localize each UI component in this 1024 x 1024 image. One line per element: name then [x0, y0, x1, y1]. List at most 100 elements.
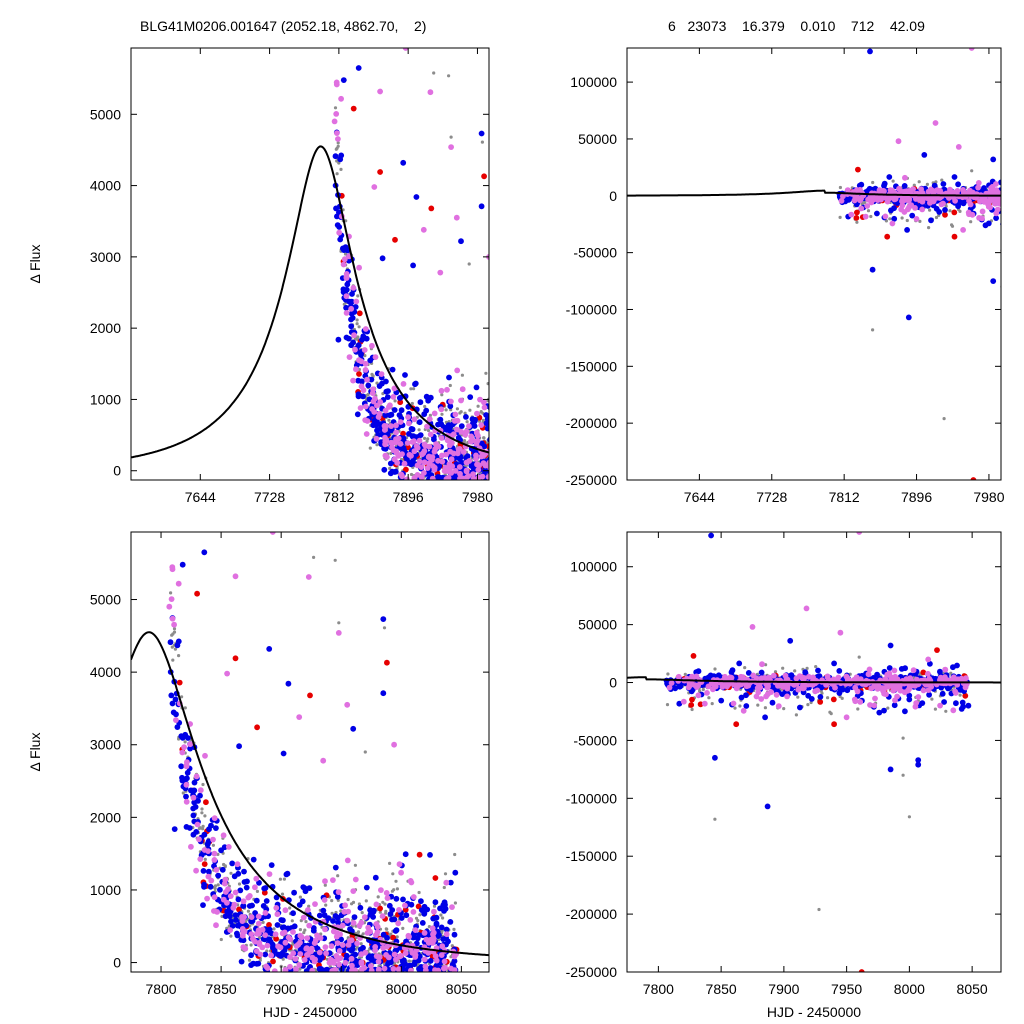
data-point: [851, 197, 858, 204]
data-point: [428, 205, 435, 212]
data-point: [404, 476, 410, 480]
data-point: [400, 159, 407, 166]
data-point: [213, 884, 218, 888]
data-point: [998, 179, 1001, 186]
data-point: [884, 233, 891, 240]
data-point: [858, 181, 865, 188]
data-point: [222, 913, 229, 920]
data-point: [452, 411, 459, 418]
data-point: [239, 932, 246, 939]
data-point: [412, 387, 416, 391]
data-point: [240, 898, 247, 905]
data-point: [200, 868, 207, 874]
data-point: [407, 878, 414, 884]
data-point: [391, 916, 398, 923]
data-point: [323, 950, 329, 957]
data-point: [336, 141, 340, 145]
data-point: [411, 961, 418, 968]
data-point: [237, 882, 242, 886]
data-point: [960, 227, 966, 233]
data-point: [836, 668, 843, 674]
data-point: [323, 883, 327, 887]
data-point: [454, 426, 460, 433]
data-point: [335, 630, 342, 636]
data-point: [423, 404, 427, 409]
data-point: [337, 621, 341, 625]
data-point: [925, 188, 932, 195]
data-point: [354, 411, 361, 418]
data-point: [1001, 193, 1007, 199]
data-point: [179, 561, 186, 568]
data-point: [377, 905, 383, 912]
data-point: [255, 913, 262, 920]
data-point: [168, 692, 175, 699]
data-point: [388, 439, 394, 446]
plot-area: [627, 532, 1001, 972]
data-point: [463, 414, 469, 420]
data-point: [234, 861, 241, 868]
data-point: [372, 354, 379, 360]
data-point: [979, 215, 985, 222]
data-point: [171, 621, 178, 628]
data-point: [365, 954, 372, 961]
data-point: [316, 949, 323, 956]
data-point: [355, 318, 359, 322]
data-point: [183, 762, 190, 769]
data-point: [297, 951, 304, 957]
data-point: [309, 967, 316, 972]
data-point: [864, 203, 871, 209]
data-point: [458, 238, 464, 245]
data-point: [449, 463, 456, 470]
data-point: [393, 895, 400, 902]
data-point: [183, 781, 190, 788]
data-point: [853, 215, 860, 221]
data-point: [489, 416, 495, 422]
data-point: [219, 866, 226, 873]
data-point: [419, 920, 426, 926]
data-point: [805, 666, 809, 671]
data-point: [220, 832, 227, 839]
data-point: [391, 407, 398, 413]
data-point: [368, 967, 375, 972]
data-point: [317, 935, 324, 941]
data-point: [906, 696, 913, 703]
data-point: [481, 173, 487, 180]
data-point: [241, 868, 247, 875]
data-point: [467, 394, 474, 400]
data-point: [867, 48, 873, 55]
data-point: [438, 924, 445, 931]
data-point: [194, 590, 201, 597]
data-point: [393, 429, 399, 436]
data-point: [689, 696, 695, 703]
data-point: [275, 943, 281, 950]
data-point: [443, 931, 450, 938]
data-point: [417, 428, 421, 432]
data-point: [201, 831, 208, 838]
data-point: [334, 130, 340, 137]
data-point: [886, 665, 893, 671]
data-point: [270, 958, 276, 965]
data-point: [275, 951, 282, 958]
data-point: [252, 884, 258, 891]
data-point: [926, 691, 932, 698]
data-point: [350, 105, 357, 112]
data-point: [447, 919, 454, 925]
data-point: [343, 252, 348, 256]
data-point: [426, 428, 431, 433]
data-point: [794, 713, 799, 717]
data-point: [858, 969, 865, 972]
data-point: [906, 692, 913, 699]
data-point: [417, 399, 424, 406]
data-point: [871, 328, 875, 332]
data-point: [934, 647, 940, 653]
data-point: [409, 949, 416, 956]
data-point: [402, 902, 408, 909]
data-point: [416, 437, 423, 444]
data-point: [246, 893, 253, 899]
data-point: [350, 339, 356, 346]
data-point: [447, 879, 454, 886]
data-point: [391, 951, 398, 958]
data-point: [253, 875, 260, 882]
data-point: [814, 665, 818, 669]
data-point: [484, 416, 489, 422]
